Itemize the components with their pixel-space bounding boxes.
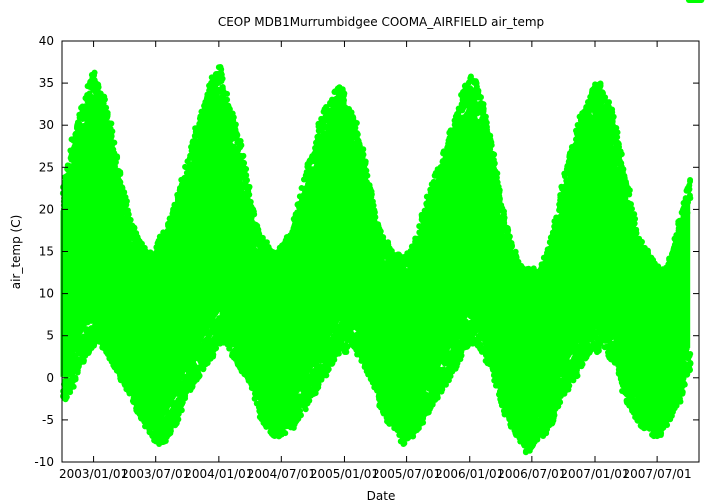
data-point [340,92,347,99]
data-point [361,159,368,166]
data-point [72,376,79,383]
data-point [131,224,138,231]
data-point [246,191,253,198]
data-point [302,406,309,413]
data-point [167,425,174,432]
data-point [240,152,247,159]
data-point [234,131,241,138]
data-point [242,178,249,185]
data-point [219,85,226,92]
data-point [224,96,231,103]
data-point [123,198,130,205]
data-point [380,234,387,241]
data-point [127,216,134,223]
data-point [296,412,303,419]
data-point [210,351,217,358]
data-point [251,211,258,218]
data-point [108,133,115,140]
data-point [103,104,110,111]
data-point [352,124,359,131]
data-point [91,69,98,76]
data-point [372,214,379,221]
chart-title: CEOP MDB1Murrumbidgee COOMA_AIRFIELD air… [218,15,544,29]
data-point [104,111,111,118]
data-point [182,392,189,399]
data-point [63,394,70,401]
data-point [200,366,207,373]
data-point [325,366,332,373]
data-point [125,211,132,218]
data-point [108,120,115,127]
data-point [354,131,361,138]
data-point [212,344,219,351]
data-point [196,372,203,379]
data-point [117,179,124,186]
data-point [237,143,244,150]
data-point [111,139,118,146]
data-point [207,339,214,346]
data-point [356,140,363,147]
plot-data-area [59,0,705,456]
data-point [219,75,226,82]
data-point [117,170,124,177]
data-point [282,430,289,437]
data-point [364,172,371,179]
data-point [331,356,338,363]
data-point [112,159,119,166]
data-point [243,166,250,173]
data-point [245,185,252,192]
data-point [95,84,102,91]
data-point [190,359,197,366]
data-point [224,90,231,97]
data-point [100,97,107,104]
data-point [182,386,189,393]
data-point [232,121,239,128]
